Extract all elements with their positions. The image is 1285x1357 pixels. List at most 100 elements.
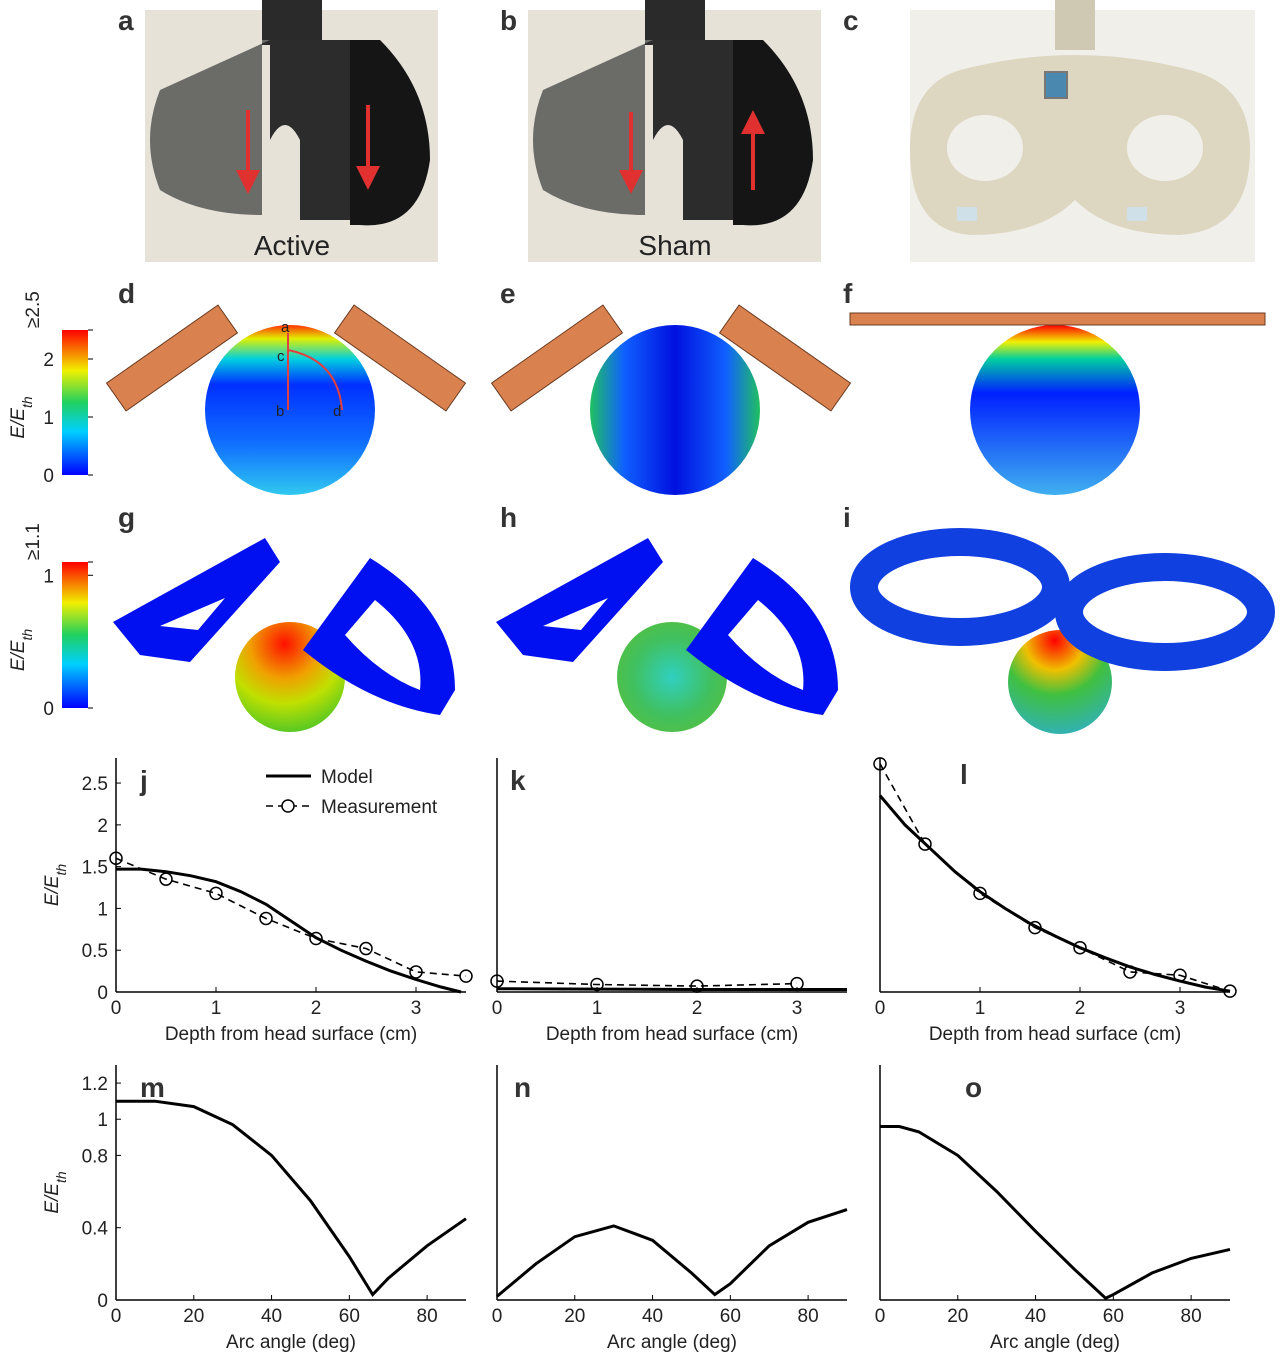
data-point bbox=[460, 970, 472, 982]
y-axis-label-main: E/E bbox=[42, 1183, 63, 1214]
y-axis-label: E/Eth bbox=[42, 1171, 69, 1214]
x-tick-label: 3 bbox=[792, 998, 803, 1019]
y-tick-label: 0.4 bbox=[82, 1219, 109, 1240]
x-tick-label: 2 bbox=[692, 998, 703, 1019]
x-tick-label: 0 bbox=[492, 1306, 503, 1327]
y-axis-label: E/Eth bbox=[42, 864, 69, 907]
x-tick-label: 1 bbox=[211, 998, 222, 1019]
data-point bbox=[210, 887, 222, 899]
y-tick-label: 1.5 bbox=[82, 858, 108, 879]
panel-label: m bbox=[140, 1072, 165, 1103]
colorbar-label-main: E/E bbox=[8, 640, 29, 671]
x-axis-label: Arc angle (deg) bbox=[226, 1332, 356, 1353]
series-line bbox=[497, 1210, 847, 1297]
x-tick-label: 80 bbox=[798, 1306, 819, 1327]
y-tick-label: 2 bbox=[97, 816, 108, 837]
x-tick-label: 80 bbox=[1181, 1306, 1202, 1327]
colorbar-tick-label: 0 bbox=[43, 466, 54, 487]
colorbar-label-sub: th bbox=[19, 629, 35, 641]
series-line bbox=[880, 1127, 1230, 1299]
x-tick-label: 0 bbox=[492, 998, 503, 1019]
x-tick-label: 20 bbox=[947, 1306, 968, 1327]
x-tick-label: 2 bbox=[311, 998, 322, 1019]
x-tick-label: 0 bbox=[111, 998, 122, 1019]
colorbar bbox=[62, 562, 88, 708]
panel-label: a bbox=[118, 5, 134, 36]
y-tick-label: 0.8 bbox=[82, 1146, 108, 1167]
marker-label: c bbox=[277, 348, 285, 365]
y-tick-label: 0 bbox=[97, 983, 108, 1004]
panel-label: o bbox=[965, 1072, 982, 1103]
x-tick-label: 1 bbox=[975, 998, 986, 1019]
colorbar-tick-label: ≥1.1 bbox=[23, 523, 44, 560]
series-line bbox=[116, 858, 466, 976]
y-tick-label: 1 bbox=[97, 1110, 108, 1131]
legend-marker bbox=[282, 800, 294, 812]
panel-label: j bbox=[139, 765, 148, 796]
photo-b: Sham bbox=[528, 0, 821, 262]
x-tick-label: 0 bbox=[875, 998, 886, 1019]
y-tick-label: 1 bbox=[97, 899, 108, 920]
x-tick-label: 0 bbox=[875, 1306, 886, 1327]
x-axis-label: Arc angle (deg) bbox=[607, 1332, 737, 1353]
simulation-e bbox=[492, 305, 851, 495]
y-tick-label: 0.5 bbox=[82, 941, 108, 962]
colorbar-tick-label: 0 bbox=[43, 699, 54, 720]
series-line bbox=[880, 764, 1230, 991]
x-tick-label: 0 bbox=[111, 1306, 122, 1327]
simulation-i bbox=[864, 542, 1261, 734]
x-tick-label: 1 bbox=[592, 998, 603, 1019]
x-axis-label: Depth from head surface (cm) bbox=[929, 1024, 1181, 1045]
x-tick-label: 60 bbox=[339, 1306, 360, 1327]
x-axis-label: Depth from head surface (cm) bbox=[165, 1024, 417, 1045]
page: { "panels": ["a", "b", "c", "d", "e", "f… bbox=[0, 0, 1285, 1357]
colorbar-tick-label: ≥2.5 bbox=[23, 291, 44, 328]
x-tick-label: 80 bbox=[417, 1306, 438, 1327]
panel-label: e bbox=[500, 278, 516, 309]
colorbar-tick-label: 2 bbox=[43, 350, 54, 371]
y-axis-label-sub: th bbox=[53, 864, 69, 876]
panel-label: k bbox=[510, 765, 526, 796]
photo-a: Active bbox=[145, 0, 438, 262]
x-tick-label: 3 bbox=[411, 998, 422, 1019]
x-tick-label: 40 bbox=[1025, 1306, 1046, 1327]
panel-label: d bbox=[118, 278, 135, 309]
panel-label: g bbox=[118, 502, 135, 533]
photo-label: Sham bbox=[638, 230, 711, 261]
colorbar-label-sub: th bbox=[19, 396, 35, 408]
y-tick-label: 0 bbox=[97, 1291, 108, 1312]
series-line bbox=[116, 869, 461, 992]
simulation-h bbox=[496, 538, 838, 732]
colorbar bbox=[62, 330, 88, 475]
x-tick-label: 2 bbox=[1075, 998, 1086, 1019]
marker-label: d bbox=[333, 403, 341, 420]
simulation-g bbox=[113, 538, 455, 732]
y-axis-label-sub: th bbox=[53, 1171, 69, 1183]
legend-label: Measurement bbox=[321, 797, 438, 818]
marker-label: a bbox=[281, 319, 290, 336]
x-tick-label: 60 bbox=[1103, 1306, 1124, 1327]
simulation-f bbox=[850, 313, 1265, 495]
y-tick-label: 1.2 bbox=[82, 1074, 108, 1095]
panel-label: i bbox=[843, 502, 851, 533]
x-tick-label: 40 bbox=[261, 1306, 282, 1327]
simulation-d: a b c d bbox=[107, 305, 466, 495]
series-line bbox=[116, 1101, 466, 1294]
panel-label: b bbox=[500, 5, 517, 36]
panel-label: h bbox=[500, 502, 517, 533]
colorbar-label: E/Eth bbox=[8, 396, 35, 439]
panel-label: c bbox=[843, 5, 859, 36]
x-tick-label: 20 bbox=[564, 1306, 585, 1327]
x-tick-label: 40 bbox=[642, 1306, 663, 1327]
series-line bbox=[497, 981, 797, 986]
y-tick-label: 2.5 bbox=[82, 774, 108, 795]
y-axis-label-main: E/E bbox=[42, 875, 63, 906]
colorbar-tick-label: 1 bbox=[43, 408, 54, 429]
series-line bbox=[880, 796, 1230, 992]
colorbar-label: E/Eth bbox=[8, 629, 35, 672]
photo-label: Active bbox=[254, 230, 330, 261]
legend-label: Model bbox=[321, 767, 373, 788]
marker-label: b bbox=[276, 403, 284, 420]
colorbar-tick-label: 1 bbox=[43, 566, 54, 587]
figure: Active Sham a b c d abcdefghi012≥2.5E/Et… bbox=[0, 0, 1285, 1357]
